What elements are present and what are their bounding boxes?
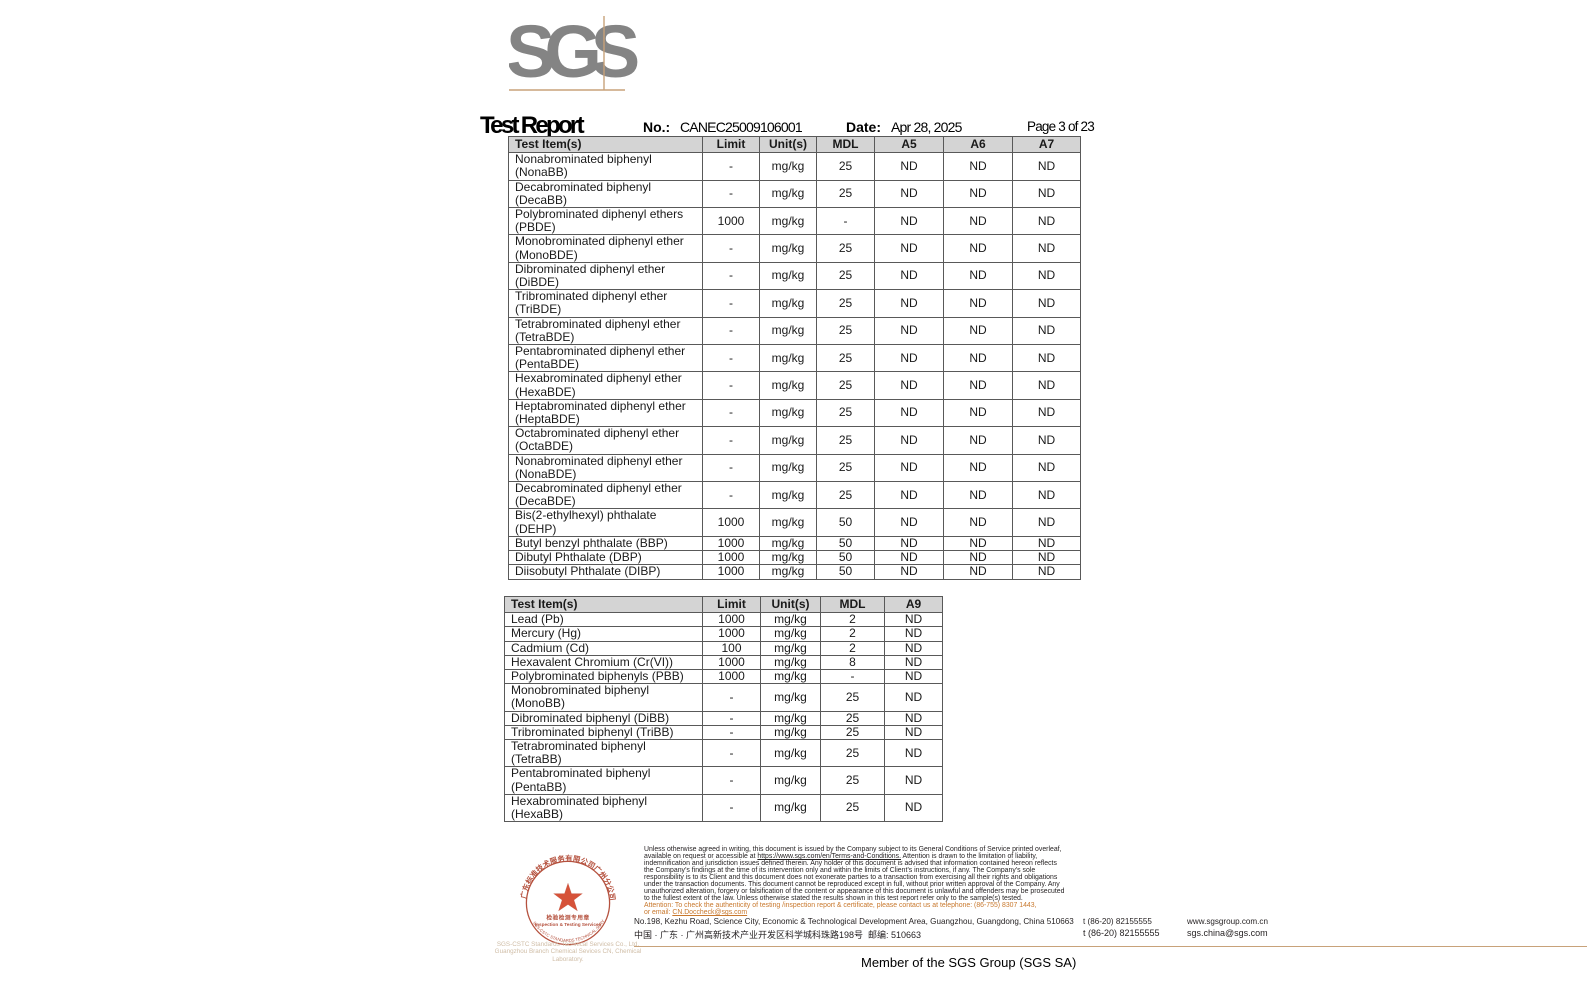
svg-text:Inspection & Testing Services: Inspection & Testing Services [535,922,602,927]
svg-text:SGS: SGS [509,14,638,93]
svg-text:检验检测专用章: 检验检测专用章 [546,913,589,921]
